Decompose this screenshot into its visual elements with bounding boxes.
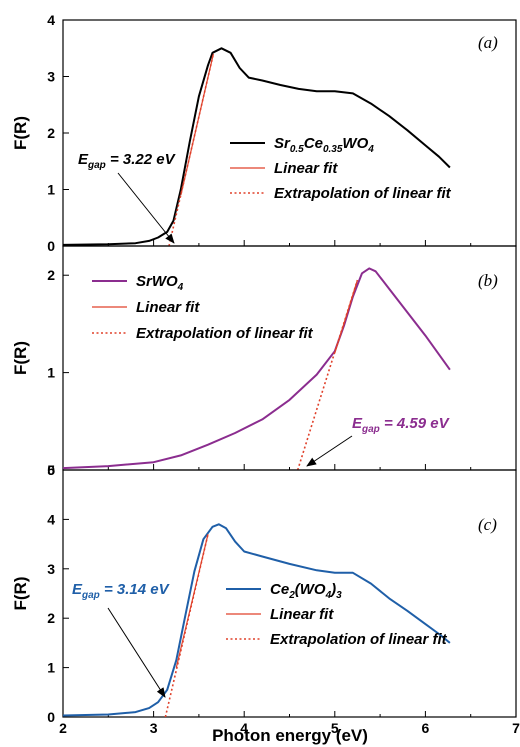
egap-annotation-b: Egap = 4.59 eV xyxy=(352,415,451,435)
legend-label: Extrapolation of linear fit xyxy=(136,325,314,342)
series-extrapolation-a xyxy=(168,53,215,247)
plot-frame-b xyxy=(62,245,517,471)
y-tick-label-b: 2 xyxy=(47,267,55,283)
panel-label-b: (b) xyxy=(478,271,498,290)
egap-arrow-c xyxy=(107,607,166,698)
egap-annotation-c: Egap = 3.14 eV xyxy=(72,581,171,601)
y-tick-label-a: 4 xyxy=(47,12,55,28)
x-tick-label: 3 xyxy=(150,720,158,736)
legend-label: Linear fit xyxy=(136,299,200,316)
y-tick-label-c: 1 xyxy=(47,660,55,676)
legend-label: SrWO4 xyxy=(136,273,184,293)
y-tick-label-b: 1 xyxy=(47,365,55,381)
panel-c: 2 3 4 5 6 7 0 1 2 3 4 5 F(R) Ce2(WO4)3 Linear fit Extra… xyxy=(11,462,520,736)
y-tick-label-c: 2 xyxy=(47,610,55,626)
egap-arrow-b xyxy=(306,435,353,467)
x-tick-label: 4 xyxy=(240,720,248,736)
legend-label: Linear fit xyxy=(270,606,334,623)
legend-label: Sr0.5Ce0.35WO4 xyxy=(274,135,374,155)
series-data-a xyxy=(62,47,451,246)
y-axis-title-c: F(R) xyxy=(11,577,30,611)
y-tick-label-a: 3 xyxy=(47,69,55,85)
x-axis-title: Photon energy (eV) xyxy=(212,726,368,745)
egap-annotation-a: Egap = 3.22 eV xyxy=(78,151,177,171)
panel-label-a: (a) xyxy=(478,33,498,52)
series-extrapolation-b xyxy=(296,279,359,471)
y-tick-label-a: 1 xyxy=(47,182,55,198)
panel-a: 0 1 2 3 4 F(R) Sr0.5Ce0.35WO4 Linear fit Extrapo… xyxy=(11,12,517,254)
legend-label: Ce2(WO4)3 xyxy=(270,581,342,601)
y-tick-label-a: 0 xyxy=(47,238,55,254)
y-tick-label-b: 0 xyxy=(47,462,55,478)
y-tick-label-c: 4 xyxy=(47,511,55,527)
legend-label: Extrapolation of linear fit xyxy=(270,631,448,648)
x-tick-label: 6 xyxy=(422,720,430,736)
x-tick-label: 2 xyxy=(59,720,67,736)
y-tick-label-a: 2 xyxy=(47,125,55,141)
x-tick-label: 5 xyxy=(331,720,339,736)
series-fit-b xyxy=(334,279,358,354)
legend-label: Linear fit xyxy=(274,160,338,177)
x-tick-label: 7 xyxy=(512,720,520,736)
series-data-b xyxy=(62,267,451,470)
y-tick-label-c: 3 xyxy=(47,561,55,577)
legend-label: Extrapolation of linear fit xyxy=(274,185,452,202)
y-tick-label-c: 0 xyxy=(47,709,55,725)
y-axis-title-b: F(R) xyxy=(11,341,30,375)
y-tick-label-c: 5 xyxy=(47,462,55,478)
y-axis-title-a: F(R) xyxy=(11,116,30,150)
panel-label-c: (c) xyxy=(478,515,497,534)
series-data-c xyxy=(62,523,451,717)
panel-b: 0 1 2 F(R) SrWO4 Linear fit Extrapolation of l… xyxy=(11,245,517,478)
egap-arrow-a xyxy=(117,172,175,244)
plot-frame-a xyxy=(62,19,517,247)
